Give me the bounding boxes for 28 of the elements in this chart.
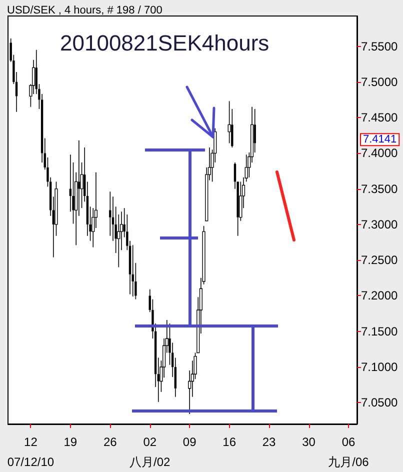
x-tick-label: 30 xyxy=(302,435,316,449)
y-tick-label: 7.5000 xyxy=(361,74,398,89)
y-tick-label: 7.3000 xyxy=(361,217,398,232)
y-tick-label: 7.2000 xyxy=(361,288,398,303)
x-tick-label: 23 xyxy=(262,435,276,449)
candlestick xyxy=(78,140,80,216)
chart-subtitle: USD/SEK , 4 hours, # 198 / 700 xyxy=(7,4,162,16)
x-tick-label: 09 xyxy=(182,435,197,449)
candlestick xyxy=(239,181,242,222)
candlestick xyxy=(228,100,231,144)
x-tick-label: 26 xyxy=(103,435,118,449)
candlestick xyxy=(254,108,256,153)
y-tick-label: 7.1000 xyxy=(361,360,398,374)
y-tick-label: 7.1500 xyxy=(361,324,398,338)
x-tick-label: 16 xyxy=(222,435,236,449)
x-tick-label: 06 九月/06 xyxy=(328,435,370,469)
y-tick-label: 7.0500 xyxy=(361,396,398,410)
candlestick xyxy=(132,244,134,297)
y-tick-label: 7.2500 xyxy=(361,253,398,268)
x-tick-label: 02 八月/02 xyxy=(130,435,171,469)
text: 20100821SEK4hours xyxy=(60,30,270,56)
text: 7.4141 xyxy=(363,134,397,146)
y-tick-label: 7.3500 xyxy=(361,182,398,196)
x-tick-label: 12 07/12/10 xyxy=(7,435,54,469)
y-tick-label: 7.4000 xyxy=(361,146,398,160)
x-tick-label: 19 xyxy=(64,435,78,449)
y-tick-label: 7.4500 xyxy=(361,110,398,125)
y-tick-label: 7.5500 xyxy=(361,39,398,54)
